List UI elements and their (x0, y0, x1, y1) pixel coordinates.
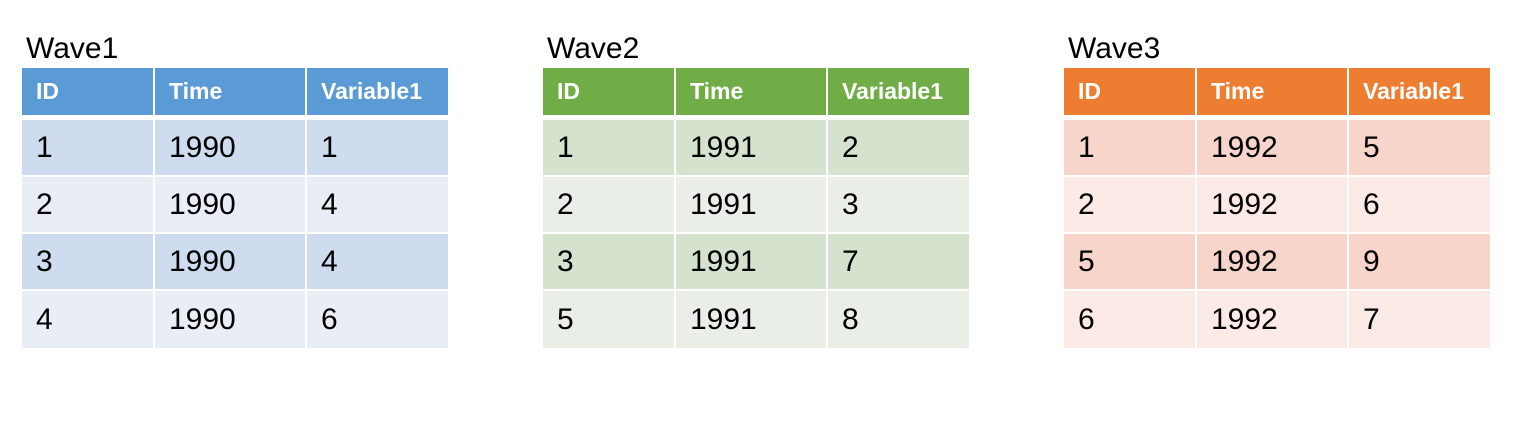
cell-time: 1990 (155, 291, 307, 348)
header-variable1: Variable1 (1349, 68, 1490, 120)
wave3-table: ID Time Variable1 1 1992 5 2 1992 6 5 19… (1064, 68, 1490, 348)
table-row: 1 1992 5 (1064, 120, 1490, 177)
cell-time: 1990 (155, 120, 307, 177)
cell-variable1: 6 (1349, 177, 1490, 234)
cell-variable1: 6 (307, 291, 448, 348)
header-time: Time (676, 68, 828, 120)
table-row: 3 1990 4 (22, 234, 448, 291)
wave1-table: ID Time Variable1 1 1990 1 2 1990 4 3 19… (22, 68, 448, 348)
cell-variable1: 7 (1349, 291, 1490, 348)
header-id: ID (1064, 68, 1197, 120)
header-time: Time (1197, 68, 1349, 120)
cell-variable1: 7 (828, 234, 969, 291)
header-id: ID (543, 68, 676, 120)
table-row: 2 1990 4 (22, 177, 448, 234)
cell-time: 1992 (1197, 120, 1349, 177)
table-row: 2 1992 6 (1064, 177, 1490, 234)
wave2-table: ID Time Variable1 1 1991 2 2 1991 3 3 19… (543, 68, 969, 348)
cell-id: 1 (22, 120, 155, 177)
cell-id: 2 (543, 177, 676, 234)
cell-time: 1991 (676, 177, 828, 234)
cell-id: 6 (1064, 291, 1197, 348)
table-row: 1 1990 1 (22, 120, 448, 177)
header-id: ID (22, 68, 155, 120)
header-row: ID Time Variable1 (22, 68, 448, 120)
cell-variable1: 1 (307, 120, 448, 177)
cell-id: 2 (1064, 177, 1197, 234)
wave3-title: Wave3 (1068, 32, 1161, 65)
wave1-title: Wave1 (26, 32, 119, 65)
cell-time: 1991 (676, 291, 828, 348)
table-row: 5 1991 8 (543, 291, 969, 348)
header-time: Time (155, 68, 307, 120)
table-row: 2 1991 3 (543, 177, 969, 234)
table-row: 3 1991 7 (543, 234, 969, 291)
cell-time: 1990 (155, 177, 307, 234)
cell-id: 3 (543, 234, 676, 291)
wave2-title: Wave2 (547, 32, 640, 65)
cell-time: 1991 (676, 234, 828, 291)
cell-variable1: 2 (828, 120, 969, 177)
cell-variable1: 3 (828, 177, 969, 234)
cell-time: 1992 (1197, 291, 1349, 348)
wave2-table-block: Wave2 ID Time Variable1 1 1991 2 2 1991 … (543, 30, 969, 348)
cell-id: 5 (1064, 234, 1197, 291)
cell-variable1: 9 (1349, 234, 1490, 291)
wave3-table-block: Wave3 ID Time Variable1 1 1992 5 2 1992 … (1064, 30, 1490, 348)
cell-time: 1992 (1197, 234, 1349, 291)
cell-id: 4 (22, 291, 155, 348)
table-row: 5 1992 9 (1064, 234, 1490, 291)
table-row: 4 1990 6 (22, 291, 448, 348)
header-row: ID Time Variable1 (1064, 68, 1490, 120)
cell-time: 1992 (1197, 177, 1349, 234)
cell-time: 1991 (676, 120, 828, 177)
cell-id: 1 (1064, 120, 1197, 177)
header-variable1: Variable1 (307, 68, 448, 120)
cell-id: 1 (543, 120, 676, 177)
wave1-table-block: Wave1 ID Time Variable1 1 1990 1 2 1990 … (22, 30, 448, 348)
cell-id: 3 (22, 234, 155, 291)
cell-id: 2 (22, 177, 155, 234)
table-row: 6 1992 7 (1064, 291, 1490, 348)
table-row: 1 1991 2 (543, 120, 969, 177)
header-variable1: Variable1 (828, 68, 969, 120)
cell-variable1: 4 (307, 234, 448, 291)
header-row: ID Time Variable1 (543, 68, 969, 120)
cell-variable1: 5 (1349, 120, 1490, 177)
cell-variable1: 8 (828, 291, 969, 348)
cell-id: 5 (543, 291, 676, 348)
cell-time: 1990 (155, 234, 307, 291)
cell-variable1: 4 (307, 177, 448, 234)
